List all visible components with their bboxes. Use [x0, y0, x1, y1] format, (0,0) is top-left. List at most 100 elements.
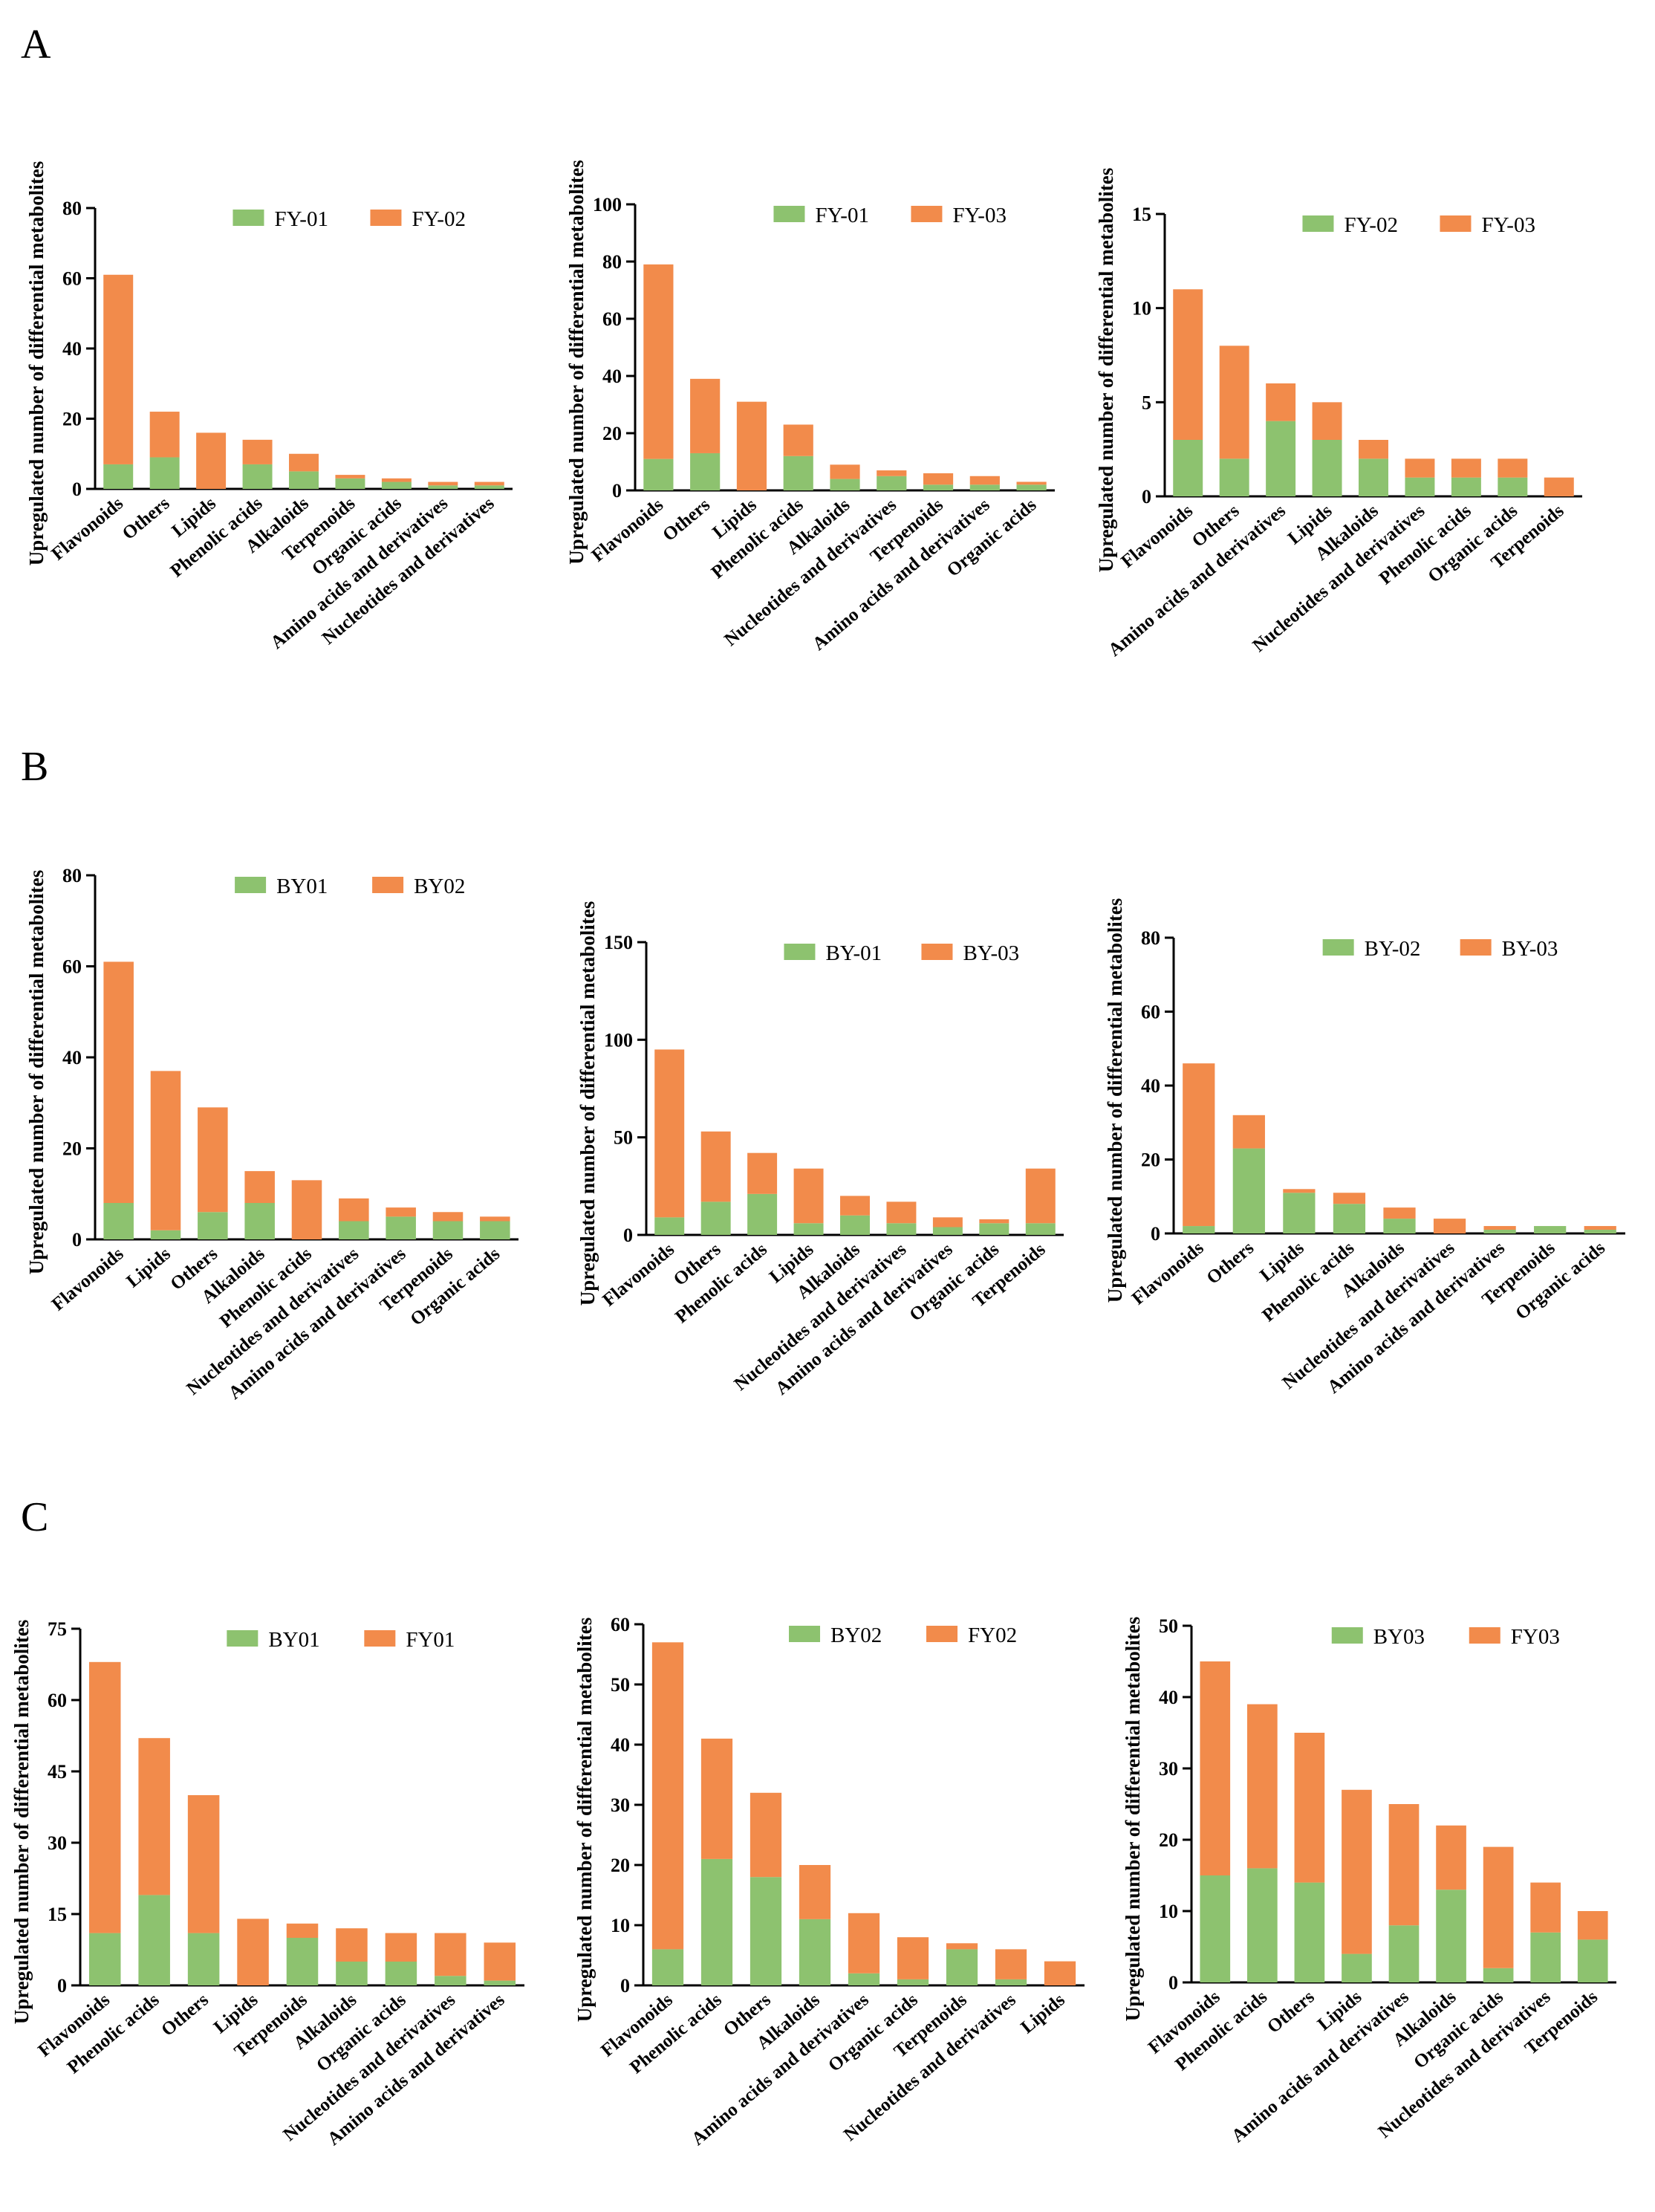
bar-BY01-phenolic-acids — [138, 1895, 170, 1985]
bar-FY-02-nucleotides-and-derivatives — [474, 481, 504, 486]
legend-label-BY02: BY02 — [414, 875, 465, 898]
bar-BY-01-alkaloids — [840, 1215, 870, 1235]
bar-FY01-terpenoids — [286, 1923, 319, 1938]
bar-BY02-terpenoids — [946, 1949, 978, 1985]
bar-FY03-nucleotides-and-derivatives — [1530, 1882, 1561, 1933]
legend-swatch-FY02 — [926, 1626, 958, 1642]
bar-BY03-alkaloids — [1436, 1890, 1466, 1982]
legend-label-FY-01: FY-01 — [274, 207, 328, 231]
y-tick-label: 40 — [611, 1734, 630, 1756]
bar-BY01-nucleotides-and-derivatives — [435, 1976, 466, 1985]
bar-FY-03-others — [690, 378, 721, 453]
bar-FY-02-nucleotides-and-derivatives — [1405, 477, 1435, 496]
bar-BY-01-phenolic-acids — [747, 1193, 778, 1235]
legend-label-BY-01: BY-01 — [825, 941, 882, 965]
bar-BY-03-flavonoids — [1183, 1063, 1215, 1227]
chart-5: Upregulated number of differential metab… — [576, 901, 1064, 1399]
y-tick-label: 80 — [1141, 927, 1160, 949]
bar-BY03-amino-acids-and-derivatives — [1388, 1925, 1420, 1982]
legend-label-BY-02: BY-02 — [1365, 937, 1421, 961]
bar-BY03-others — [1294, 1882, 1325, 1982]
y-tick-label: 0 — [623, 1225, 633, 1246]
bar-FY-03-alkaloids — [830, 464, 860, 479]
bar-FY-01-amino-acids-and-derivatives — [969, 484, 1000, 490]
bar-FY02-alkaloids — [799, 1865, 831, 1919]
x-tick-label: Flavonoids — [48, 493, 127, 565]
legend: BY01 BY02 — [235, 875, 465, 898]
legend: BY02 FY02 — [789, 1624, 1017, 1647]
x-tick-label: Lipids — [123, 1244, 175, 1292]
bar-BY01-alkaloids — [336, 1962, 368, 1985]
y-tick-label: 80 — [62, 198, 82, 219]
x-tick-label: Flavonoids — [588, 495, 667, 566]
bar-FY-03-nucleotides-and-derivatives — [1405, 458, 1435, 478]
bar-FY01-phenolic-acids — [138, 1738, 170, 1895]
legend-swatch-FY-01 — [773, 206, 805, 222]
bar-FY-01-organic-acids — [381, 481, 412, 489]
bar-FY-02-organic-acids — [1498, 477, 1528, 496]
bar-FY02-others — [750, 1792, 782, 1878]
bar-BY02-phenolic-acids — [291, 1180, 322, 1239]
bar-BY-01-lipids — [793, 1223, 824, 1235]
legend-label-FY01: FY01 — [406, 1628, 455, 1652]
bar-BY-03-lipids — [1283, 1189, 1316, 1193]
bar-BY-03-others — [700, 1131, 731, 1202]
legend-label-BY03: BY03 — [1373, 1625, 1425, 1649]
y-tick-label: 150 — [604, 932, 633, 953]
bar-FY02-flavonoids — [651, 1642, 684, 1950]
bar-BY03-lipids — [1342, 1953, 1372, 1982]
x-tick-label: Others — [1203, 1238, 1258, 1288]
legend-swatch-BY-02 — [1322, 939, 1354, 956]
y-tick-label: 20 — [611, 1855, 630, 1876]
bar-BY-03-lipids — [793, 1168, 824, 1224]
bar-BY-03-amino-acids-and-derivatives — [1483, 1226, 1516, 1230]
bar-FY-02-amino-acids-and-derivatives — [1266, 421, 1296, 496]
legend-label-BY02: BY02 — [830, 1624, 882, 1647]
legend-swatch-FY01 — [364, 1630, 396, 1647]
y-axis-label: Upregulated number of differential metab… — [1104, 898, 1126, 1303]
legend-label-FY-01: FY-01 — [815, 204, 869, 227]
bar-BY02-others — [198, 1107, 228, 1213]
bar-FY01-lipids — [237, 1919, 269, 1985]
x-tick-label: Lipids — [1017, 1990, 1069, 2038]
bar-BY01-alkaloids — [244, 1203, 275, 1239]
bar-FY03-phenolic-acids — [1246, 1704, 1278, 1869]
chart-1: Upregulated number of differential metab… — [25, 161, 513, 653]
y-tick-label: 0 — [57, 1975, 67, 1997]
y-tick-label: 60 — [1141, 1002, 1160, 1023]
bar-FY02-phenolic-acids — [700, 1738, 733, 1859]
bar-BY-02-others — [1232, 1148, 1265, 1233]
bar-FY03-amino-acids-and-derivatives — [1388, 1804, 1420, 1926]
y-axis-label: Upregulated number of differential metab… — [25, 161, 48, 565]
legend: BY-02 BY-03 — [1322, 937, 1558, 961]
bar-FY-01-phenolic-acids — [242, 464, 273, 489]
bar-BY-03-nucleotides-and-derivatives — [886, 1201, 917, 1224]
bar-BY02-amino-acids-and-derivatives — [386, 1207, 416, 1217]
bar-BY01-others — [187, 1933, 220, 1985]
y-tick-label: 40 — [602, 366, 622, 387]
bar-FY-03-terpenoids — [923, 473, 954, 485]
y-tick-label: 10 — [1132, 298, 1151, 320]
bar-BY02-organic-acids — [897, 1979, 929, 1985]
legend-label-FY-03: FY-03 — [952, 204, 1007, 227]
bar-FY03-lipids — [1342, 1789, 1372, 1954]
bar-FY02-organic-acids — [897, 1937, 929, 1979]
legend-label-FY-02: FY-02 — [412, 207, 466, 231]
y-tick-label: 40 — [62, 338, 82, 360]
bar-FY-02-amino-acids-and-derivatives — [428, 481, 458, 486]
bar-FY02-nucleotides-and-derivatives — [995, 1949, 1027, 1979]
y-axis-label: Upregulated number of differential metab… — [25, 870, 48, 1274]
bar-FY02-lipids — [1044, 1961, 1076, 1985]
y-tick-label: 100 — [604, 1029, 633, 1051]
bar-FY-03-flavonoids — [1173, 289, 1203, 440]
y-tick-label: 30 — [48, 1832, 67, 1854]
bar-FY-03-nucleotides-and-derivatives — [877, 470, 907, 476]
bar-FY-02-lipids — [1312, 440, 1342, 496]
legend-label-FY-02: FY-02 — [1344, 213, 1398, 237]
bar-FY01-amino-acids-and-derivatives — [484, 1942, 516, 1981]
bar-BY01-organic-acids — [480, 1221, 510, 1239]
bar-FY-03-terpenoids — [1544, 477, 1574, 496]
legend-swatch-BY-03 — [921, 944, 953, 960]
bar-FY-01-nucleotides-and-derivatives — [474, 485, 504, 489]
bar-BY-02-amino-acids-and-derivatives — [1483, 1230, 1516, 1233]
